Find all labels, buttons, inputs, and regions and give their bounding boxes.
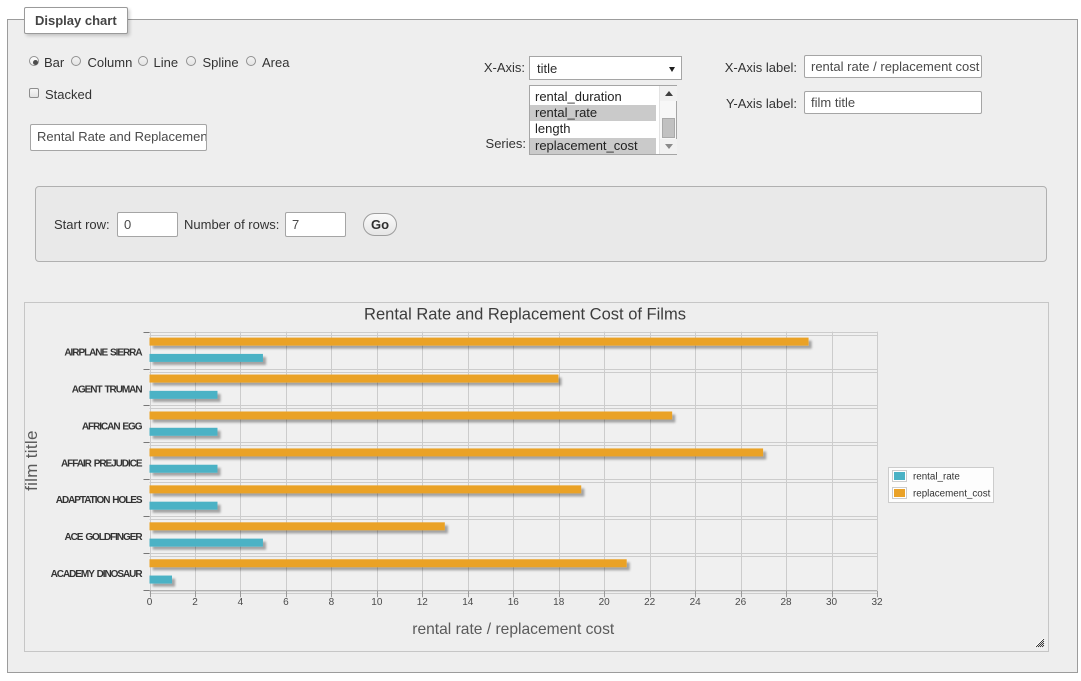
svg-text:rental rate / replacement cost: rental rate / replacement cost xyxy=(412,621,615,638)
svg-text:30: 30 xyxy=(826,597,838,608)
svg-text:ACE GOLDFINGER: ACE GOLDFINGER xyxy=(64,532,143,543)
svg-text:28: 28 xyxy=(781,597,793,608)
svg-text:6: 6 xyxy=(283,597,289,608)
svg-text:film title: film title xyxy=(25,430,41,491)
svg-text:20: 20 xyxy=(599,597,611,608)
svg-text:AGENT TRUMAN: AGENT TRUMAN xyxy=(72,384,143,395)
svg-text:26: 26 xyxy=(735,597,747,608)
svg-text:ADAPTATION HOLES: ADAPTATION HOLES xyxy=(56,495,143,506)
svg-text:10: 10 xyxy=(371,597,383,608)
svg-text:14: 14 xyxy=(462,597,474,608)
svg-text:12: 12 xyxy=(417,597,429,608)
svg-text:22: 22 xyxy=(644,597,656,608)
svg-text:replacement_cost: replacement_cost xyxy=(913,489,991,500)
svg-text:ACADEMY DINOSAUR: ACADEMY DINOSAUR xyxy=(51,569,144,580)
svg-text:Rental Rate and Replacement Co: Rental Rate and Replacement Cost of Film… xyxy=(364,306,686,324)
svg-text:0: 0 xyxy=(147,597,153,608)
svg-text:16: 16 xyxy=(508,597,520,608)
svg-text:AFFAIR PREJUDICE: AFFAIR PREJUDICE xyxy=(61,458,143,469)
svg-text:18: 18 xyxy=(553,597,565,608)
svg-text:AIRPLANE SIERRA: AIRPLANE SIERRA xyxy=(64,347,142,358)
svg-text:32: 32 xyxy=(871,597,883,608)
svg-text:rental_rate: rental_rate xyxy=(913,472,960,483)
svg-text:2: 2 xyxy=(192,597,198,608)
svg-text:8: 8 xyxy=(329,597,335,608)
svg-text:24: 24 xyxy=(690,597,702,608)
svg-text:AFRICAN EGG: AFRICAN EGG xyxy=(82,421,143,432)
svg-text:4: 4 xyxy=(238,597,244,608)
